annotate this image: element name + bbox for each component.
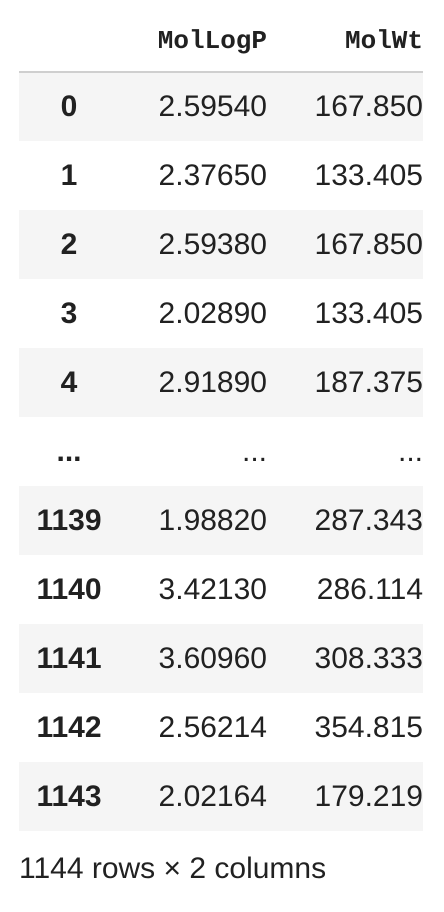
cell-molwt: 286.114 [316, 572, 423, 606]
index-header [19, 10, 119, 73]
cell-molwt: 133.405 [314, 158, 423, 192]
cell-mollogp: 3.42130 [158, 572, 267, 606]
row-index: 3 [60, 296, 78, 330]
cell-mollogp: 1.98820 [158, 503, 267, 537]
table-row: 4 2.91890 187.375 [19, 348, 423, 417]
table-row: 1141 3.60960 308.333 [19, 624, 423, 693]
row-index: 1139 [36, 503, 102, 537]
cell-mollogp: 2.59380 [158, 227, 267, 261]
cell-mollogp: ... [241, 434, 267, 468]
row-index: 1141 [36, 641, 102, 675]
table-row: 0 2.59540 167.850 [19, 72, 423, 141]
column-header: MolLogP [119, 10, 267, 73]
row-index: 1143 [36, 779, 102, 813]
dataframe-shape-caption: 1144 rows × 2 columns [19, 852, 327, 885]
table-row: 1 2.37650 133.405 [19, 141, 423, 210]
cell-molwt: 287.343 [314, 503, 423, 537]
table-body: 0 2.59540 167.850 1 2.37650 133.405 2 2.… [19, 72, 423, 831]
row-index: 1142 [36, 710, 102, 744]
cell-mollogp: 2.02164 [158, 779, 267, 813]
header-row: MolLogP MolWt [19, 10, 423, 73]
table-row: 1143 2.02164 179.219 [19, 762, 423, 831]
cell-mollogp: 2.02890 [158, 296, 267, 330]
cell-mollogp: 2.59540 [158, 90, 267, 123]
ellipsis-row: ... ... ... [19, 417, 423, 486]
cell-mollogp: 3.60960 [158, 641, 267, 675]
cell-molwt: 133.405 [314, 296, 423, 330]
table-row: 2 2.59380 167.850 [19, 210, 423, 279]
cell-mollogp: 2.37650 [158, 158, 267, 192]
table-header: MolLogP MolWt [19, 10, 423, 73]
row-index: 1 [60, 158, 78, 192]
row-index: 4 [60, 365, 78, 399]
cell-molwt: 308.333 [314, 641, 423, 675]
dataframe-container: MolLogP MolWt 0 2.59540 167.850 1 2.3765… [19, 10, 423, 831]
table-row: 1142 2.56214 354.815 [19, 693, 423, 762]
cell-molwt: 167.850 [314, 227, 423, 261]
column-header: MolWt [267, 10, 423, 73]
cell-molwt: ... [397, 434, 423, 468]
cell-mollogp: 2.91890 [158, 365, 267, 399]
row-index: 2 [60, 227, 78, 261]
cell-molwt: 354.815 [314, 710, 423, 744]
cell-molwt: 187.375 [314, 365, 423, 399]
cell-molwt: 167.850 [314, 90, 423, 123]
row-index: ... [56, 434, 82, 468]
table-row: 1140 3.42130 286.114 [19, 555, 423, 624]
row-index: 1140 [36, 572, 102, 606]
row-index: 0 [60, 90, 78, 123]
cell-mollogp: 2.56214 [158, 710, 267, 744]
table-row: 1139 1.98820 287.343 [19, 486, 423, 555]
cell-molwt: 179.219 [314, 779, 423, 813]
table-row: 3 2.02890 133.405 [19, 279, 423, 348]
dataframe-table: MolLogP MolWt 0 2.59540 167.850 1 2.3765… [19, 10, 423, 831]
